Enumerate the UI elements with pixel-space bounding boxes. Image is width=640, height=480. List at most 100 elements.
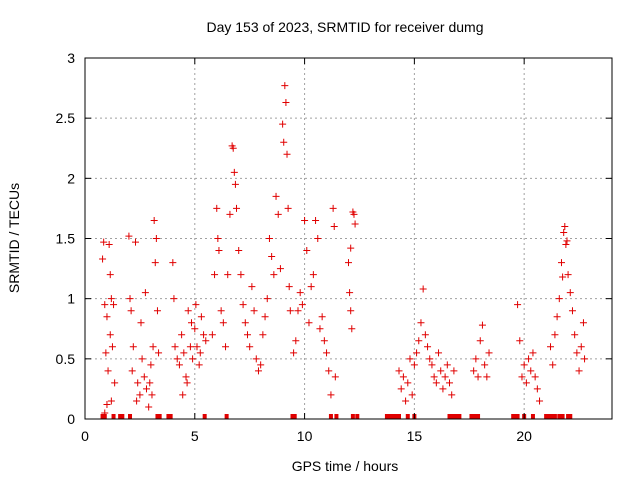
baseline-marker — [355, 414, 360, 419]
data-point — [110, 301, 118, 309]
data-point — [448, 391, 456, 399]
data-point — [419, 285, 427, 293]
data-point — [274, 210, 282, 218]
y-tick-label: 2.5 — [56, 110, 76, 126]
data-point — [350, 210, 358, 218]
data-point — [514, 301, 522, 309]
data-point — [105, 241, 113, 249]
data-point — [485, 349, 493, 357]
data-point — [180, 349, 188, 357]
data-point — [472, 355, 480, 363]
chart-title: Day 153 of 2023, SRMTID for receiver dum… — [206, 19, 483, 35]
baseline-marker — [557, 414, 562, 419]
data-point — [241, 319, 249, 327]
data-point — [103, 313, 111, 321]
data-point — [254, 367, 262, 375]
data-point — [284, 204, 292, 212]
data-point — [346, 289, 354, 297]
baseline-marker — [566, 414, 571, 419]
y-axis-title: SRMTID / TECUs — [6, 183, 22, 293]
data-point — [263, 295, 271, 303]
data-point — [286, 307, 294, 315]
baseline-marker — [166, 414, 171, 419]
data-point — [292, 337, 300, 345]
data-point — [581, 355, 589, 363]
data-point — [533, 385, 541, 393]
data-point — [476, 337, 484, 345]
y-tick-label: 1.5 — [56, 231, 76, 247]
data-point — [179, 391, 187, 399]
baseline-marker — [513, 414, 518, 419]
baseline-marker — [544, 414, 549, 419]
data-point — [107, 295, 115, 303]
data-point — [213, 204, 221, 212]
data-point — [424, 343, 432, 351]
data-point — [146, 379, 154, 387]
data-point — [152, 235, 160, 242]
data-point — [406, 355, 414, 363]
data-point — [137, 319, 145, 327]
data-point — [211, 271, 219, 279]
data-point — [320, 337, 328, 345]
data-point — [186, 343, 194, 351]
data-point — [413, 349, 421, 357]
data-point — [415, 337, 423, 345]
baseline-marker — [473, 414, 478, 419]
data-point — [404, 379, 412, 387]
data-point — [261, 313, 269, 321]
baseline-marker — [392, 414, 397, 419]
data-point — [140, 373, 148, 381]
data-point — [478, 321, 486, 329]
x-tick-label: 5 — [191, 428, 199, 444]
data-point — [446, 379, 454, 387]
baseline-marker — [457, 414, 462, 419]
data-point — [527, 367, 535, 375]
data-point — [430, 373, 438, 381]
data-point — [318, 313, 326, 321]
data-point — [217, 307, 225, 315]
x-axis-title: GPS time / hours — [292, 458, 399, 474]
baseline-marker — [384, 414, 389, 419]
data-point — [450, 367, 458, 375]
data-point — [294, 307, 302, 315]
data-point — [399, 373, 407, 381]
data-point — [126, 295, 134, 303]
baseline-marker — [224, 414, 229, 419]
data-point — [553, 313, 561, 321]
y-tick-label: 1 — [67, 291, 75, 307]
baseline-marker — [120, 414, 125, 419]
baseline-marker — [388, 414, 393, 419]
data-point — [312, 216, 320, 224]
data-point — [408, 391, 416, 399]
data-point — [230, 168, 238, 176]
baseline-marker — [328, 414, 333, 419]
data-point — [573, 349, 581, 357]
data-point — [183, 379, 191, 387]
baseline-marker — [157, 414, 162, 419]
data-point — [270, 271, 278, 279]
data-point — [329, 204, 337, 212]
data-point — [347, 244, 355, 252]
data-point — [555, 295, 563, 303]
data-point — [133, 397, 141, 405]
data-point — [235, 247, 243, 255]
baseline-marker — [292, 414, 297, 419]
data-point — [443, 361, 451, 369]
baseline-marker — [546, 414, 551, 419]
data-point — [483, 373, 491, 381]
data-point — [290, 349, 298, 357]
baseline-marker — [102, 414, 107, 419]
baseline-marker — [548, 414, 553, 419]
data-point — [148, 391, 156, 399]
data-point — [428, 361, 436, 369]
data-point — [102, 349, 110, 357]
data-point — [127, 307, 135, 315]
baseline-marker — [405, 414, 410, 419]
baseline-marker — [168, 414, 173, 419]
baseline-marker — [128, 414, 133, 419]
data-point — [196, 349, 204, 357]
baseline-marker — [469, 414, 474, 419]
baseline-marker — [515, 414, 520, 419]
baseline-marker — [476, 414, 481, 419]
